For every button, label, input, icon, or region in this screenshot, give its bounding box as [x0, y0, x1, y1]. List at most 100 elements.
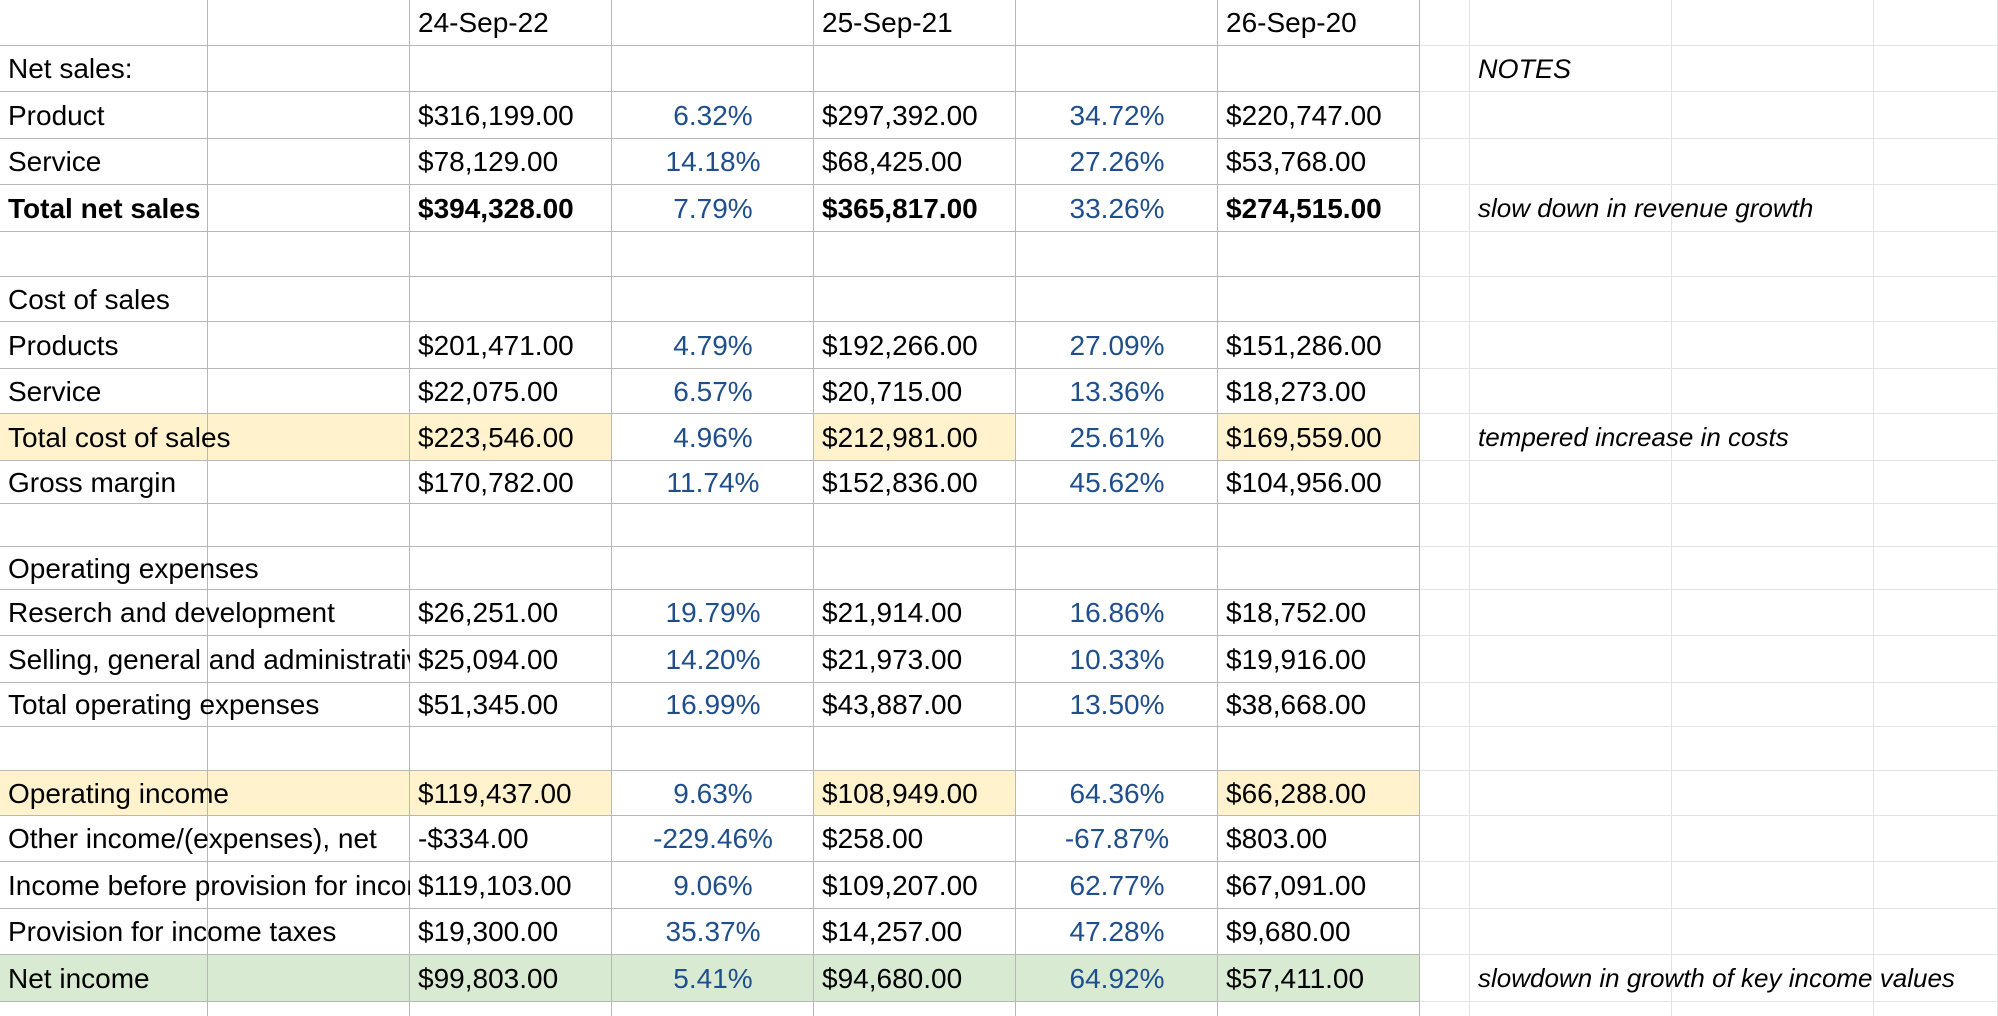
- value-2022[interactable]: $78,129.00: [418, 146, 559, 177]
- value-2021[interactable]: $21,914.00: [822, 597, 963, 628]
- value-2020[interactable]: $53,768.00: [1226, 146, 1367, 177]
- notes-title[interactable]: NOTES: [1478, 54, 1572, 84]
- pct-change-2022[interactable]: 4.79%: [673, 330, 753, 361]
- row-label[interactable]: Total net sales: [8, 193, 201, 224]
- header-date-2021[interactable]: 25-Sep-21: [822, 7, 953, 38]
- pct-change-2021[interactable]: 45.62%: [1069, 467, 1165, 498]
- value-2021[interactable]: $365,817.00: [822, 193, 978, 224]
- header-date-2020[interactable]: 26-Sep-20: [1226, 7, 1357, 38]
- pct-change-2021[interactable]: 62.77%: [1069, 870, 1165, 901]
- value-2022[interactable]: $201,471.00: [418, 330, 574, 361]
- row-label[interactable]: Cost of sales: [8, 284, 170, 315]
- value-2022[interactable]: $26,251.00: [418, 597, 559, 628]
- pct-change-2022[interactable]: 9.06%: [673, 870, 753, 901]
- pct-change-2022[interactable]: 6.32%: [673, 100, 753, 131]
- row-label[interactable]: Service: [8, 146, 102, 177]
- value-2022[interactable]: $316,199.00: [418, 100, 574, 131]
- row-label[interactable]: Operating expenses: [8, 553, 259, 584]
- value-2020[interactable]: $104,956.00: [1226, 467, 1382, 498]
- value-2020[interactable]: $19,916.00: [1226, 644, 1367, 675]
- value-2020[interactable]: $67,091.00: [1226, 870, 1367, 901]
- value-2021[interactable]: $14,257.00: [822, 916, 963, 947]
- value-2022[interactable]: $119,437.00: [418, 778, 572, 809]
- row-label[interactable]: Total cost of sales: [8, 422, 231, 453]
- pct-change-2021[interactable]: -67.87%: [1064, 823, 1170, 854]
- pct-change-2022[interactable]: 9.63%: [673, 778, 753, 809]
- pct-change-2022[interactable]: 35.37%: [665, 916, 761, 947]
- value-2021[interactable]: $94,680.00: [822, 963, 963, 994]
- pct-change-2021[interactable]: 64.92%: [1069, 963, 1165, 994]
- value-2022[interactable]: $51,345.00: [418, 689, 559, 720]
- value-2020[interactable]: $803.00: [1226, 823, 1328, 854]
- row-label[interactable]: Income before provision for income taxes: [8, 870, 410, 901]
- pct-change-2022[interactable]: 6.57%: [673, 376, 753, 407]
- pct-change-2022[interactable]: 14.18%: [665, 146, 761, 177]
- value-2021[interactable]: $258.00: [822, 823, 924, 854]
- row-label[interactable]: Operating income: [8, 778, 230, 809]
- pct-change-2022[interactable]: 19.79%: [665, 597, 761, 628]
- pct-change-2021[interactable]: 34.72%: [1069, 100, 1165, 131]
- pct-change-2022[interactable]: -229.46%: [653, 823, 773, 854]
- pct-change-2021[interactable]: 16.86%: [1069, 597, 1165, 628]
- row-label[interactable]: Products: [8, 330, 119, 361]
- value-2020[interactable]: $38,668.00: [1226, 689, 1367, 720]
- row-label[interactable]: Product: [8, 100, 105, 131]
- pct-change-2021[interactable]: 27.09%: [1069, 330, 1165, 361]
- pct-change-2021[interactable]: 27.26%: [1069, 146, 1165, 177]
- value-2020[interactable]: $169,559.00: [1226, 422, 1382, 453]
- value-2022[interactable]: $25,094.00: [418, 644, 559, 675]
- value-2020[interactable]: $18,752.00: [1226, 597, 1367, 628]
- value-2022[interactable]: $119,103.00: [418, 870, 572, 901]
- value-2020[interactable]: $57,411.00: [1226, 963, 1365, 994]
- value-2021[interactable]: $152,836.00: [822, 467, 978, 498]
- value-2022[interactable]: -$334.00: [418, 823, 529, 854]
- note-cell[interactable]: tempered increase in costs: [1478, 422, 1789, 452]
- pct-change-2021[interactable]: 64.36%: [1069, 778, 1165, 809]
- value-2021[interactable]: $212,981.00: [822, 422, 978, 453]
- value-2021[interactable]: $43,887.00: [822, 689, 963, 720]
- pct-change-2022[interactable]: 16.99%: [665, 689, 761, 720]
- row-label[interactable]: Service: [8, 376, 102, 407]
- value-2021[interactable]: $108,949.00: [822, 778, 978, 809]
- row-label[interactable]: Selling, general and administrative: [8, 644, 410, 675]
- row-label[interactable]: Net sales:: [8, 53, 133, 84]
- value-2021[interactable]: $192,266.00: [822, 330, 978, 361]
- value-2022[interactable]: $19,300.00: [418, 916, 559, 947]
- value-2020[interactable]: $66,288.00: [1226, 778, 1367, 809]
- row-label[interactable]: Other income/(expenses), net: [8, 823, 377, 854]
- pct-change-2022[interactable]: 5.41%: [673, 963, 753, 994]
- pct-change-2021[interactable]: 10.33%: [1069, 644, 1165, 675]
- header-date-2022[interactable]: 24-Sep-22: [418, 7, 549, 38]
- pct-change-2022[interactable]: 11.74%: [666, 467, 760, 498]
- pct-change-2021[interactable]: 33.26%: [1069, 193, 1165, 224]
- pct-change-2021[interactable]: 25.61%: [1069, 422, 1165, 453]
- value-2020[interactable]: $9,680.00: [1226, 916, 1351, 947]
- value-2022[interactable]: $99,803.00: [418, 963, 559, 994]
- pct-change-2022[interactable]: 14.20%: [665, 644, 761, 675]
- value-2020[interactable]: $18,273.00: [1226, 376, 1367, 407]
- row-label[interactable]: Reserch and development: [8, 597, 335, 628]
- value-2021[interactable]: $20,715.00: [822, 376, 963, 407]
- value-2020[interactable]: $274,515.00: [1226, 193, 1382, 224]
- value-2022[interactable]: $223,546.00: [418, 422, 574, 453]
- value-2022[interactable]: $394,328.00: [418, 193, 574, 224]
- value-2021[interactable]: $297,392.00: [822, 100, 978, 131]
- row-label[interactable]: Net income: [8, 963, 150, 994]
- value-2021[interactable]: $68,425.00: [822, 146, 963, 177]
- pct-change-2022[interactable]: 7.79%: [673, 193, 753, 224]
- value-2021[interactable]: $109,207.00: [822, 870, 978, 901]
- value-2022[interactable]: $170,782.00: [418, 467, 574, 498]
- value-2022[interactable]: $22,075.00: [418, 376, 559, 407]
- value-2020[interactable]: $151,286.00: [1226, 330, 1382, 361]
- row-label[interactable]: Provision for income taxes: [8, 916, 337, 947]
- row-label[interactable]: Gross margin: [8, 467, 177, 498]
- pct-change-2021[interactable]: 13.36%: [1069, 376, 1165, 407]
- pct-change-2022[interactable]: 4.96%: [673, 422, 753, 453]
- row-label[interactable]: Total operating expenses: [8, 689, 320, 720]
- note-cell[interactable]: slow down in revenue growth: [1478, 193, 1814, 223]
- pct-change-2021[interactable]: 47.28%: [1069, 916, 1165, 947]
- note-cell[interactable]: slowdown in growth of key income values: [1478, 963, 1955, 993]
- value-2020[interactable]: $220,747.00: [1226, 100, 1382, 131]
- value-2021[interactable]: $21,973.00: [822, 644, 963, 675]
